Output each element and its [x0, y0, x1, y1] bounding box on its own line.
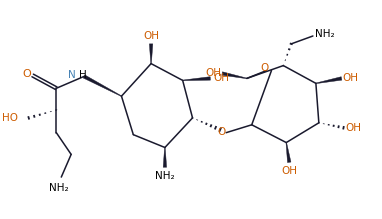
- Polygon shape: [286, 143, 291, 162]
- Polygon shape: [149, 44, 153, 64]
- Text: OH: OH: [345, 123, 361, 133]
- Text: OH: OH: [205, 69, 221, 78]
- Text: NH₂: NH₂: [49, 183, 68, 193]
- Text: HO: HO: [2, 113, 18, 123]
- Text: O: O: [23, 69, 31, 79]
- Text: NH₂: NH₂: [155, 171, 175, 181]
- Text: OH: OH: [342, 73, 358, 83]
- Polygon shape: [222, 72, 247, 79]
- Text: O: O: [261, 63, 269, 72]
- Text: O: O: [217, 127, 225, 137]
- Text: OH: OH: [281, 166, 297, 176]
- Text: OH: OH: [143, 31, 159, 41]
- Text: NH₂: NH₂: [315, 29, 335, 39]
- Text: N: N: [68, 71, 76, 80]
- Polygon shape: [83, 75, 121, 96]
- Text: OH: OH: [213, 73, 229, 83]
- Polygon shape: [316, 77, 342, 84]
- Polygon shape: [163, 147, 167, 167]
- Text: H: H: [79, 71, 87, 80]
- Polygon shape: [183, 77, 210, 81]
